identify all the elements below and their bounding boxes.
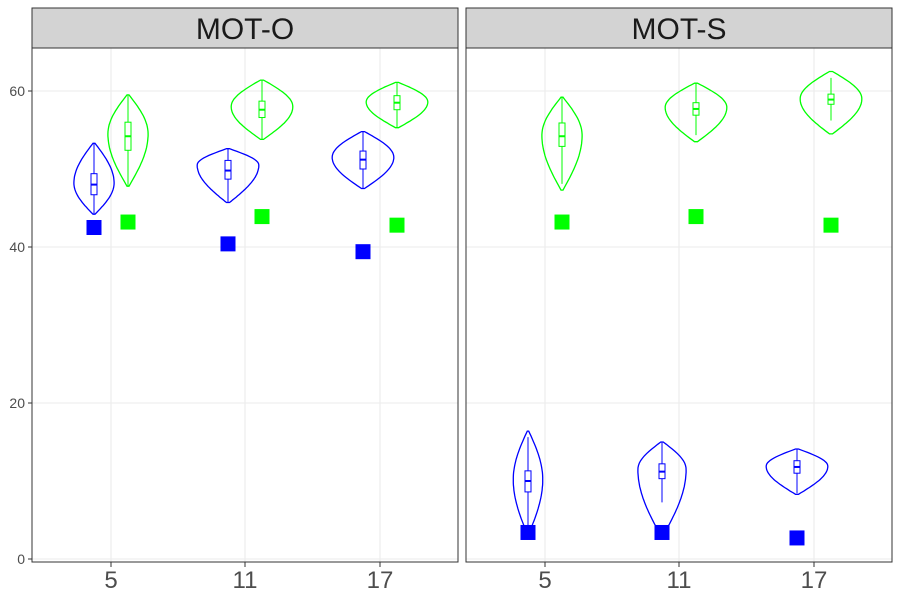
panel1-group17-green-violin (365, 81, 429, 129)
panel-title-2: MOT-S (632, 13, 727, 46)
panel2-group5-blue-point (520, 524, 536, 540)
panel1-group17-blue-violin (331, 130, 395, 190)
panel1-group5-green-violin (107, 94, 149, 187)
panel1-group11-blue-point (220, 236, 236, 252)
y-tick-label: 40 (9, 239, 25, 255)
x-tick-label: 17 (801, 567, 828, 594)
panel2-group5-green-violin (541, 96, 583, 191)
panel2-group5-green-box (558, 122, 566, 147)
panel2-group5-blue-violin (512, 430, 544, 535)
panel2-group17-blue-violin (765, 448, 829, 495)
panel2-group17-green-violin (799, 70, 863, 135)
panel2-group17-blue-point (789, 530, 805, 546)
x-tick-label: 5 (538, 567, 551, 594)
panel2-group17-green-point (823, 217, 839, 233)
panel1-group11-green-point (254, 209, 270, 225)
panel2-group11-green-violin (664, 82, 728, 143)
y-tick-label: 60 (9, 83, 25, 99)
y-tick-label: 20 (9, 395, 25, 411)
x-tick-label: 11 (667, 567, 692, 594)
panel2-group11-green-point (688, 209, 704, 225)
y-tick-label: 0 (17, 551, 25, 567)
panel1-group5-green-point (120, 214, 136, 230)
panel1-group11-blue-violin (196, 148, 260, 204)
panel-strip-1 (31, 7, 459, 49)
panel-strip-2 (465, 7, 893, 49)
panel1-group5-blue-point (86, 220, 102, 235)
x-tick-label: 17 (367, 567, 394, 594)
x-tick-label: 11 (233, 567, 258, 594)
panel2-group5-green-point (554, 214, 570, 230)
x-tick-label: 5 (104, 567, 117, 594)
panel2-group11-blue-violin (637, 441, 687, 537)
panel1-group17-blue-point (355, 244, 371, 260)
panel1-group17-green-point (389, 217, 405, 233)
panel1-group11-green-violin (230, 79, 294, 141)
panel-title-1: MOT-O (196, 13, 294, 46)
panel1-group5-blue-violin (73, 142, 115, 215)
panel2-group11-blue-point (654, 524, 670, 540)
